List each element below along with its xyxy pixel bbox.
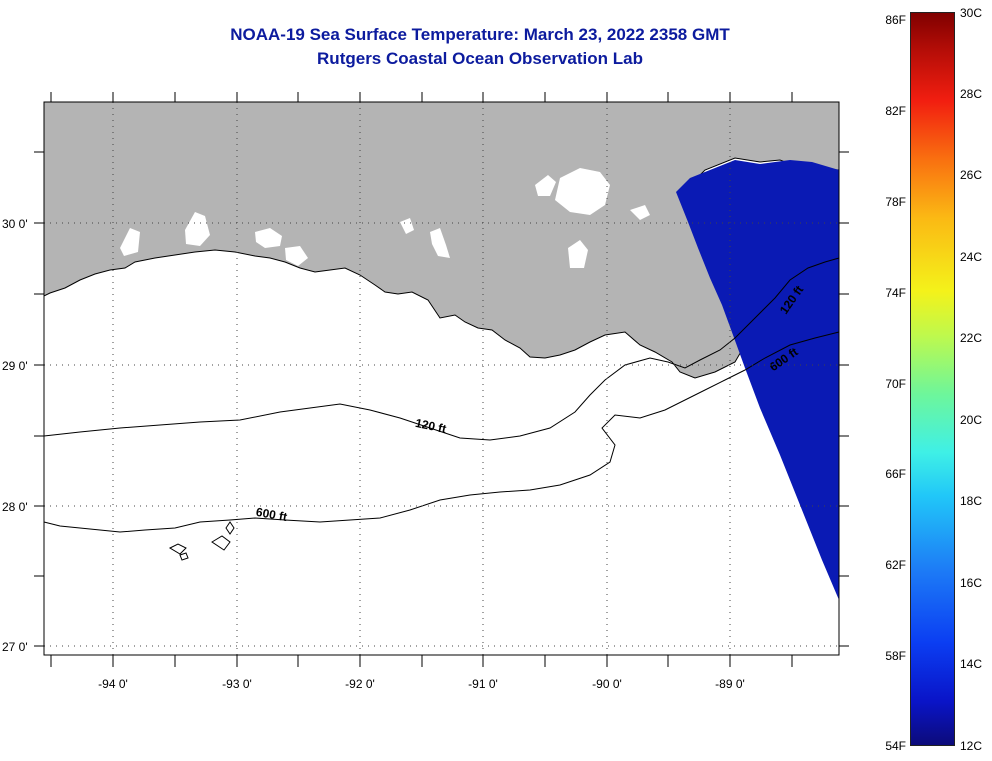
land-lakes <box>120 168 650 268</box>
axis-ticks <box>34 92 849 667</box>
colorbar-c-18: 18C <box>960 494 983 508</box>
lat-label-29: 29 0' <box>2 359 28 373</box>
lon-label-91: -91 0' <box>468 677 498 691</box>
lat-label-30: 30 0' <box>2 217 28 231</box>
colorbar-f-70: 70F <box>885 377 906 391</box>
colorbar-f-86: 86F <box>885 13 906 27</box>
map-frame <box>43 101 840 656</box>
graticule <box>44 102 839 655</box>
colorbar-c-22: 22C <box>960 331 983 345</box>
lon-label-93: -93 0' <box>222 677 252 691</box>
contour-600ft-line <box>43 331 840 533</box>
colorbar-f-78: 78F <box>885 195 906 209</box>
map-subtitle: Rutgers Coastal Ocean Observation Lab <box>317 49 643 68</box>
colorbar-f-82: 82F <box>885 104 906 118</box>
lat-label-27: 27 0' <box>2 640 28 654</box>
colorbar-f-66: 66F <box>885 467 906 481</box>
contour-120ft-line <box>43 257 840 441</box>
contour-600ft-label: 600 ft <box>255 505 288 524</box>
colorbar-c-12: 12C <box>960 739 983 753</box>
lon-label-94: -94 0' <box>98 677 128 691</box>
colorbar-c-28: 28C <box>960 87 983 101</box>
colorbar-c-16: 16C <box>960 576 983 590</box>
colorbar-c-20: 20C <box>960 413 983 427</box>
colorbar-f-74: 74F <box>885 286 906 300</box>
colorbar-c-24: 24C <box>960 250 983 264</box>
contour-120ft-label: 120 ft <box>414 416 448 436</box>
colorbar-f-58: 58F <box>885 649 906 663</box>
map-title: NOAA-19 Sea Surface Temperature: March 2… <box>230 25 730 44</box>
colorbar-c-26: 26C <box>960 168 983 182</box>
colorbar-f-54: 54F <box>885 739 906 753</box>
colorbar-f-62: 62F <box>885 558 906 572</box>
lat-label-28: 28 0' <box>2 500 28 514</box>
colorbar-c-14: 14C <box>960 657 983 671</box>
bathymetry-contours <box>43 257 840 561</box>
sst-swath <box>676 160 839 600</box>
temperature-colorbar <box>910 12 955 746</box>
colorbar-c-30: 30C <box>960 6 983 20</box>
lon-label-89: -89 0' <box>715 677 745 691</box>
lon-label-92: -92 0' <box>345 677 375 691</box>
lon-label-90: -90 0' <box>592 677 622 691</box>
